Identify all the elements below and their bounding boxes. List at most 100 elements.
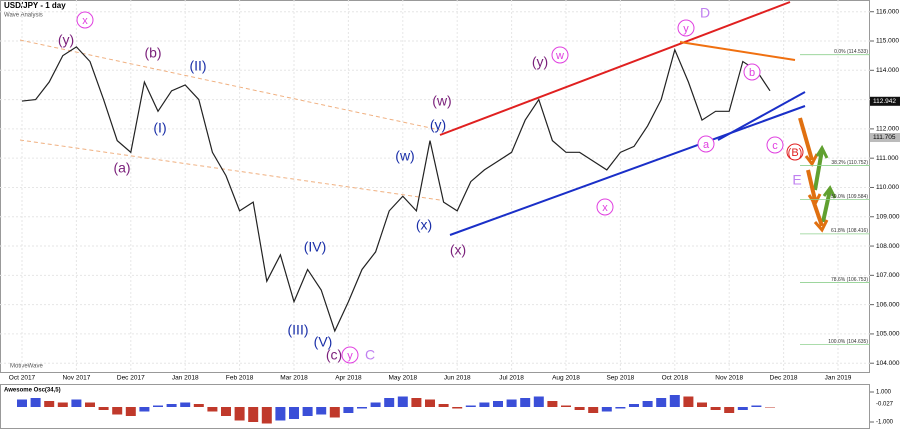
osc-bar	[642, 401, 653, 407]
y-tick-label: 110.000	[876, 184, 899, 191]
price-marker	[870, 96, 900, 106]
x-tick-label: Jul 2018	[499, 375, 524, 382]
osc-bar	[465, 405, 476, 407]
wave-label: (V)	[314, 334, 333, 350]
price-marker-label: 111.705	[873, 134, 896, 141]
osc-bar	[710, 407, 721, 410]
wave-label: (b)	[144, 45, 161, 61]
x-tick-label: Nov 2018	[715, 375, 743, 382]
x-tick-label: Jan 2018	[172, 375, 199, 382]
x-tick-label: Jun 2018	[444, 375, 471, 382]
osc-bar	[302, 407, 313, 416]
osc-bar	[683, 396, 694, 407]
wave-label: (a)	[113, 160, 130, 176]
osc-frame	[0, 384, 870, 429]
y-tick-label: 108.000	[876, 243, 900, 250]
wave-label: (y)	[58, 32, 74, 48]
osc-bar	[506, 399, 517, 407]
chart-subtitle: Wave Analysis	[4, 13, 43, 19]
wave-label: w	[555, 50, 564, 62]
fib-label: 61.8% (108.416)	[831, 228, 868, 234]
x-tick-label: Feb 2018	[226, 375, 254, 382]
wave-label: (III)	[288, 322, 309, 338]
osc-bar	[533, 396, 544, 407]
wave-label: (x)	[416, 217, 432, 233]
osc-bar	[547, 401, 558, 407]
wave-circle	[743, 63, 761, 81]
osc-bar	[397, 396, 408, 407]
osc-bar	[384, 398, 395, 407]
x-tick-label: Dec 2018	[770, 375, 798, 382]
wave-label: E	[792, 172, 801, 188]
wave-label: (y)	[532, 54, 548, 70]
wave-label: (IV)	[304, 239, 327, 255]
osc-bar	[357, 407, 367, 409]
osc-bar	[193, 404, 204, 407]
osc-bar	[520, 398, 531, 407]
osc-bar	[751, 405, 762, 407]
osc-bar	[425, 399, 435, 407]
x-tick-label: Mar 2018	[280, 375, 308, 382]
osc-bar	[493, 401, 503, 407]
wave-circle	[697, 135, 715, 153]
price-line	[21, 46, 771, 333]
wave-circle	[786, 143, 804, 161]
x-tick-label: Oct 2018	[662, 375, 689, 382]
wave-circle	[551, 46, 569, 64]
osc-bar	[343, 407, 354, 413]
x-tick-label: Apr 2018	[335, 375, 362, 382]
fib-label: 78.6% (106.753)	[831, 277, 868, 283]
wave-label: (I)	[153, 120, 166, 136]
x-tick-label: Oct 2017	[9, 375, 36, 382]
wave-label: c	[772, 140, 778, 152]
osc-bar	[44, 401, 55, 407]
fib-label: 0.0% (114.533)	[834, 49, 868, 55]
osc-bar	[411, 398, 422, 407]
x-tick-label: Jan 2019	[825, 375, 852, 382]
y-tick-label: 111.000	[876, 155, 899, 162]
x-tick-label: May 2018	[389, 375, 418, 382]
wave-label: (x)	[450, 242, 466, 258]
x-tick-label: Nov 2017	[62, 375, 90, 382]
wave-label: (B)	[788, 147, 803, 159]
wave-label: (II)	[189, 58, 206, 74]
trend-lines	[19, 1, 806, 236]
osc-title: Awesome Osc(34,5)	[4, 388, 61, 394]
osc-bar	[153, 405, 163, 407]
osc-bar	[765, 407, 775, 408]
y-tick-label: 114.000	[876, 67, 899, 74]
y-tick-label: 105.000	[876, 331, 900, 338]
wave-label: (w)	[432, 93, 451, 109]
fib-label: 100.0% (104.635)	[828, 339, 868, 345]
y-tick-label: 112.000	[876, 126, 899, 133]
projection-arrows	[798, 117, 837, 233]
osc-bar	[669, 395, 680, 407]
osc-tick-label: 1.000	[876, 390, 892, 396]
osc-bar	[370, 402, 381, 407]
osc-bar	[724, 407, 735, 413]
osc-tick-label: -1.000	[876, 420, 894, 426]
wave-circle	[596, 198, 614, 216]
y-tick-label: 107.000	[876, 272, 900, 279]
osc-bar	[125, 407, 136, 416]
osc-bar	[57, 402, 68, 407]
osc-bar	[452, 407, 463, 409]
wave-label: a	[703, 139, 710, 151]
wave-label: b	[749, 67, 755, 79]
chart-title: USD/JPY - 1 day	[4, 1, 66, 10]
fib-label: 50.0% (109.584)	[831, 194, 868, 200]
watermark: MotiveWave	[10, 364, 43, 370]
osc-bar	[574, 407, 585, 410]
x-tick-label: Aug 2018	[552, 375, 580, 382]
wave-label: x	[602, 202, 608, 214]
osc-bar	[601, 407, 612, 412]
osc-bar	[30, 398, 41, 407]
wave-circle	[341, 346, 359, 364]
osc-bar	[697, 402, 707, 407]
osc-bar	[737, 407, 748, 410]
osc-bar	[329, 407, 340, 418]
wave-label: y	[683, 23, 689, 35]
osc-bar	[207, 407, 218, 412]
